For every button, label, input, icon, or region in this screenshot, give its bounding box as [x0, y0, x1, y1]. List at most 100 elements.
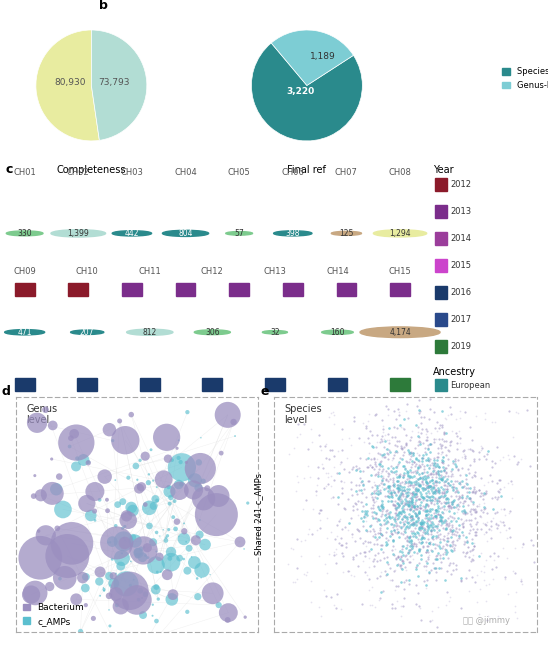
Point: [375, 523, 384, 533]
Point: [443, 539, 452, 550]
Point: [396, 561, 404, 571]
Point: [386, 474, 395, 484]
Point: [406, 477, 415, 488]
Point: [487, 564, 496, 574]
Point: [435, 563, 443, 573]
Point: [374, 532, 383, 542]
Point: [463, 547, 472, 557]
Point: [173, 517, 181, 527]
Point: [456, 514, 465, 524]
Point: [433, 519, 442, 529]
Point: [413, 519, 421, 529]
Point: [478, 443, 487, 453]
Point: [408, 502, 416, 512]
Point: [96, 591, 105, 601]
Point: [196, 515, 204, 525]
Point: [448, 426, 456, 437]
Point: [457, 476, 466, 486]
Point: [458, 519, 466, 529]
Point: [430, 458, 439, 468]
Point: [165, 553, 174, 564]
Point: [467, 445, 476, 455]
Point: [398, 503, 407, 513]
Point: [448, 512, 457, 522]
Point: [390, 564, 399, 575]
Point: [426, 447, 435, 457]
Point: [410, 484, 419, 495]
Point: [189, 485, 198, 495]
Text: 2017: 2017: [450, 315, 472, 324]
Point: [403, 490, 412, 501]
Point: [127, 502, 135, 513]
Point: [412, 482, 420, 493]
Point: [399, 511, 408, 522]
Point: [398, 485, 407, 495]
Point: [440, 515, 449, 526]
Point: [418, 450, 427, 461]
Point: [419, 542, 427, 553]
Point: [427, 564, 436, 575]
Point: [152, 527, 161, 537]
Point: [458, 506, 467, 516]
Point: [414, 395, 423, 405]
Point: [345, 467, 353, 477]
Point: [389, 535, 397, 545]
Point: [402, 430, 411, 441]
Point: [377, 495, 386, 506]
Point: [483, 477, 492, 488]
Point: [362, 423, 370, 433]
Point: [370, 454, 379, 464]
Point: [409, 502, 418, 512]
Point: [426, 526, 435, 536]
Point: [106, 580, 115, 590]
Point: [292, 486, 300, 496]
Point: [429, 407, 438, 417]
Point: [113, 499, 122, 510]
Point: [406, 544, 415, 555]
Bar: [435, 259, 447, 272]
Point: [396, 560, 404, 570]
Point: [424, 481, 432, 491]
Point: [165, 486, 174, 497]
Point: [446, 510, 455, 521]
Point: [393, 483, 402, 493]
Point: [393, 492, 402, 502]
Point: [440, 501, 449, 511]
Point: [458, 492, 466, 502]
Point: [404, 484, 413, 495]
Point: [452, 486, 460, 497]
Point: [434, 461, 443, 471]
Point: [435, 511, 444, 522]
Point: [481, 580, 490, 590]
Point: [432, 495, 441, 505]
Point: [393, 479, 402, 490]
Text: 32: 32: [270, 328, 279, 337]
Point: [408, 535, 416, 546]
Point: [399, 519, 408, 529]
Point: [466, 495, 475, 506]
Point: [404, 499, 413, 509]
Point: [352, 499, 361, 510]
Point: [395, 501, 403, 511]
Point: [394, 531, 403, 542]
Point: [404, 537, 413, 548]
Point: [431, 533, 440, 544]
Point: [417, 517, 426, 527]
Point: [359, 479, 368, 489]
Point: [118, 497, 127, 507]
Point: [372, 484, 380, 495]
Point: [472, 411, 481, 421]
Point: [241, 612, 249, 622]
Point: [348, 551, 357, 562]
Point: [453, 475, 461, 486]
Point: [389, 536, 397, 546]
Point: [424, 482, 433, 493]
Point: [471, 487, 480, 497]
Point: [402, 496, 410, 506]
Point: [439, 508, 448, 519]
Point: [430, 480, 439, 490]
Point: [428, 615, 437, 625]
Point: [408, 511, 416, 522]
Point: [423, 491, 431, 502]
Point: [494, 475, 503, 485]
